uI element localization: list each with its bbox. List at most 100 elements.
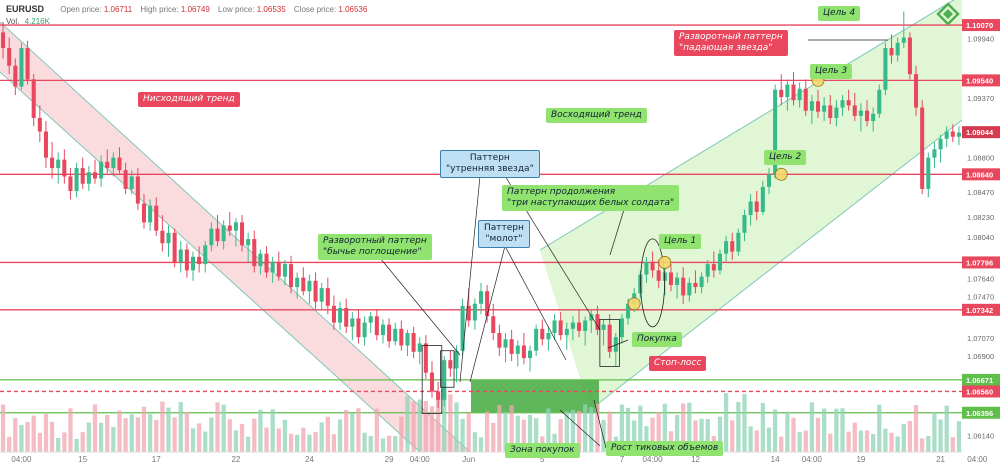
volume-bar bbox=[515, 415, 520, 452]
volume-bar bbox=[901, 424, 906, 452]
volume-bar bbox=[68, 408, 73, 452]
candle-body bbox=[148, 205, 153, 223]
volume-bar bbox=[105, 414, 110, 452]
volume-bar bbox=[215, 402, 220, 452]
volume-bar bbox=[313, 432, 318, 452]
volume-bar bbox=[37, 432, 42, 452]
volume-bar bbox=[227, 419, 232, 452]
candle-body bbox=[411, 332, 416, 352]
candle-body bbox=[92, 172, 97, 179]
soldiers-ellipse bbox=[640, 238, 665, 328]
candle-body bbox=[240, 222, 245, 246]
time-tick-label: 24 bbox=[305, 455, 314, 464]
volume-bar bbox=[270, 409, 275, 452]
price-tick-label: 1.09370 bbox=[967, 94, 994, 103]
candle-body bbox=[583, 320, 588, 331]
volume-bar bbox=[166, 407, 171, 452]
candle-body bbox=[478, 291, 484, 304]
volume-bar bbox=[190, 428, 196, 452]
level-axis-label-bg bbox=[962, 256, 1000, 269]
level-axis-label: 1.10070 bbox=[966, 21, 993, 30]
volume-bar bbox=[129, 414, 134, 452]
volume-bar bbox=[938, 419, 943, 452]
volume-bar bbox=[748, 426, 753, 452]
level-axis-label-bg bbox=[962, 373, 1000, 386]
volume-bar bbox=[705, 419, 710, 452]
candle-body bbox=[25, 48, 30, 80]
volume-bar bbox=[80, 432, 85, 452]
volume-bar bbox=[527, 415, 533, 452]
volume-bar bbox=[913, 405, 919, 452]
candle-body bbox=[399, 328, 404, 346]
volume-bar bbox=[589, 407, 594, 452]
candle-body bbox=[797, 88, 802, 101]
volume-bar bbox=[546, 408, 551, 452]
candle-body bbox=[178, 249, 183, 263]
time-tick-label: 04:00 bbox=[802, 455, 823, 464]
candle-body bbox=[338, 307, 343, 323]
volume-bar bbox=[337, 419, 343, 452]
candle-body bbox=[203, 245, 208, 265]
volume-bar bbox=[98, 422, 104, 452]
volume-bar bbox=[656, 412, 661, 452]
volume-bar bbox=[944, 405, 949, 452]
volume-label: Vol. bbox=[6, 17, 20, 26]
volume-bar bbox=[852, 422, 857, 452]
volume-bar bbox=[386, 435, 392, 452]
price-tick-label: 1.07640 bbox=[967, 275, 994, 284]
volume-bar bbox=[31, 415, 36, 452]
volume-bar bbox=[723, 393, 729, 452]
candle-body bbox=[74, 168, 79, 192]
volume-bar bbox=[356, 408, 361, 452]
bullish-engulf-annotation: Разворотный паттерн "бычье поглощение" bbox=[318, 234, 432, 260]
volume-bar bbox=[178, 402, 183, 452]
candle-body bbox=[675, 277, 680, 285]
candle-body bbox=[307, 280, 312, 292]
volume-bar bbox=[380, 438, 386, 452]
candle-body bbox=[172, 232, 177, 263]
open-label: Open price: bbox=[60, 5, 102, 14]
buy-zone-pointer bbox=[559, 409, 601, 447]
volume-bar bbox=[74, 438, 79, 452]
candle-body bbox=[889, 48, 894, 56]
volume-readout: Vol. 4.216K bbox=[6, 17, 50, 26]
volume-bar bbox=[681, 403, 686, 452]
candle-body bbox=[62, 159, 67, 177]
volume-bar bbox=[662, 403, 667, 452]
candle-body bbox=[123, 170, 128, 189]
morning-star-annotation: Паттерн "утренняя звезда" bbox=[440, 150, 540, 178]
price-tick-label: 1.08470 bbox=[967, 188, 994, 197]
price-tick-label: 1.08230 bbox=[967, 213, 994, 222]
volume-bar bbox=[570, 409, 576, 452]
volume-bar bbox=[552, 433, 557, 452]
candle-body bbox=[197, 256, 202, 265]
volume-bar bbox=[301, 427, 306, 452]
candle-body bbox=[852, 105, 857, 116]
time-tick-label: 19 bbox=[856, 455, 865, 464]
volume-bar bbox=[895, 436, 900, 452]
candle-body bbox=[344, 307, 349, 327]
volume-bar bbox=[276, 428, 281, 452]
volume-bar bbox=[423, 400, 428, 452]
shooting-star-annotation: Разворотный паттерн "падающая звезда" bbox=[674, 30, 788, 56]
volume-bar bbox=[49, 421, 55, 452]
candle-body bbox=[448, 360, 453, 369]
candle-body bbox=[754, 201, 759, 212]
volume-bar bbox=[86, 422, 91, 452]
volume-bar bbox=[699, 418, 704, 452]
time-tick-label: 15 bbox=[78, 455, 87, 464]
volume-bar bbox=[491, 422, 496, 452]
candle-body bbox=[37, 117, 42, 132]
candle-body bbox=[117, 157, 122, 171]
volume-bar bbox=[503, 411, 508, 452]
candle-body bbox=[607, 324, 612, 352]
candle-body bbox=[540, 328, 545, 340]
candle-body bbox=[497, 332, 502, 348]
volume-bar bbox=[509, 405, 514, 452]
candle-body bbox=[895, 42, 900, 56]
candle-body bbox=[135, 176, 140, 204]
candle-body bbox=[154, 205, 159, 231]
candle-body bbox=[926, 157, 931, 189]
volume-bar bbox=[209, 417, 214, 452]
